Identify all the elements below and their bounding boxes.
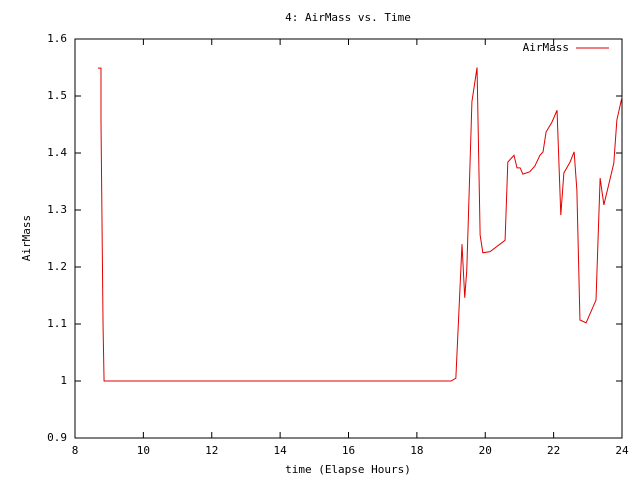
y-tick-label: 1.2 bbox=[47, 260, 67, 273]
data-line bbox=[97, 67, 623, 382]
y-tick-label: 1.4 bbox=[47, 146, 67, 159]
y-tick-label: 0.9 bbox=[47, 431, 67, 444]
x-axis-label: time (Elapse Hours) bbox=[285, 463, 411, 476]
x-tick-label: 24 bbox=[615, 444, 629, 457]
y-tick-label: 1 bbox=[60, 374, 67, 387]
x-tick-label: 16 bbox=[342, 444, 355, 457]
x-tick-label: 8 bbox=[72, 444, 79, 457]
x-tick-label: 22 bbox=[547, 444, 560, 457]
x-tick-label: 14 bbox=[274, 444, 288, 457]
legend-label: AirMass bbox=[523, 41, 569, 54]
y-tick-label: 1.5 bbox=[47, 89, 67, 102]
x-tick-label: 20 bbox=[479, 444, 492, 457]
chart-title: 4: AirMass vs. Time bbox=[285, 11, 411, 24]
y-axis-label: AirMass bbox=[20, 215, 33, 261]
x-tick-label: 12 bbox=[205, 444, 218, 457]
x-tick-label: 10 bbox=[137, 444, 150, 457]
y-tick-label: 1.6 bbox=[47, 32, 67, 45]
y-tick-label: 1.1 bbox=[47, 317, 67, 330]
y-tick-label: 1.3 bbox=[47, 203, 67, 216]
x-tick-label: 18 bbox=[410, 444, 423, 457]
